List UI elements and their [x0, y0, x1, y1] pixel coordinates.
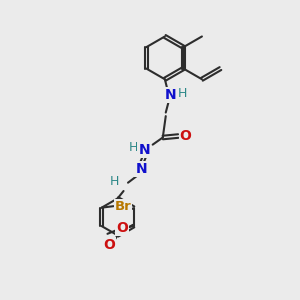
- Text: H: H: [178, 87, 188, 100]
- Text: H: H: [110, 175, 119, 188]
- Text: N: N: [164, 88, 176, 102]
- Text: H: H: [128, 141, 138, 154]
- Text: Br: Br: [115, 200, 131, 213]
- Text: O: O: [116, 220, 128, 235]
- Text: O: O: [103, 238, 115, 252]
- Text: O: O: [180, 129, 192, 143]
- Text: N: N: [136, 162, 147, 176]
- Text: N: N: [139, 143, 150, 157]
